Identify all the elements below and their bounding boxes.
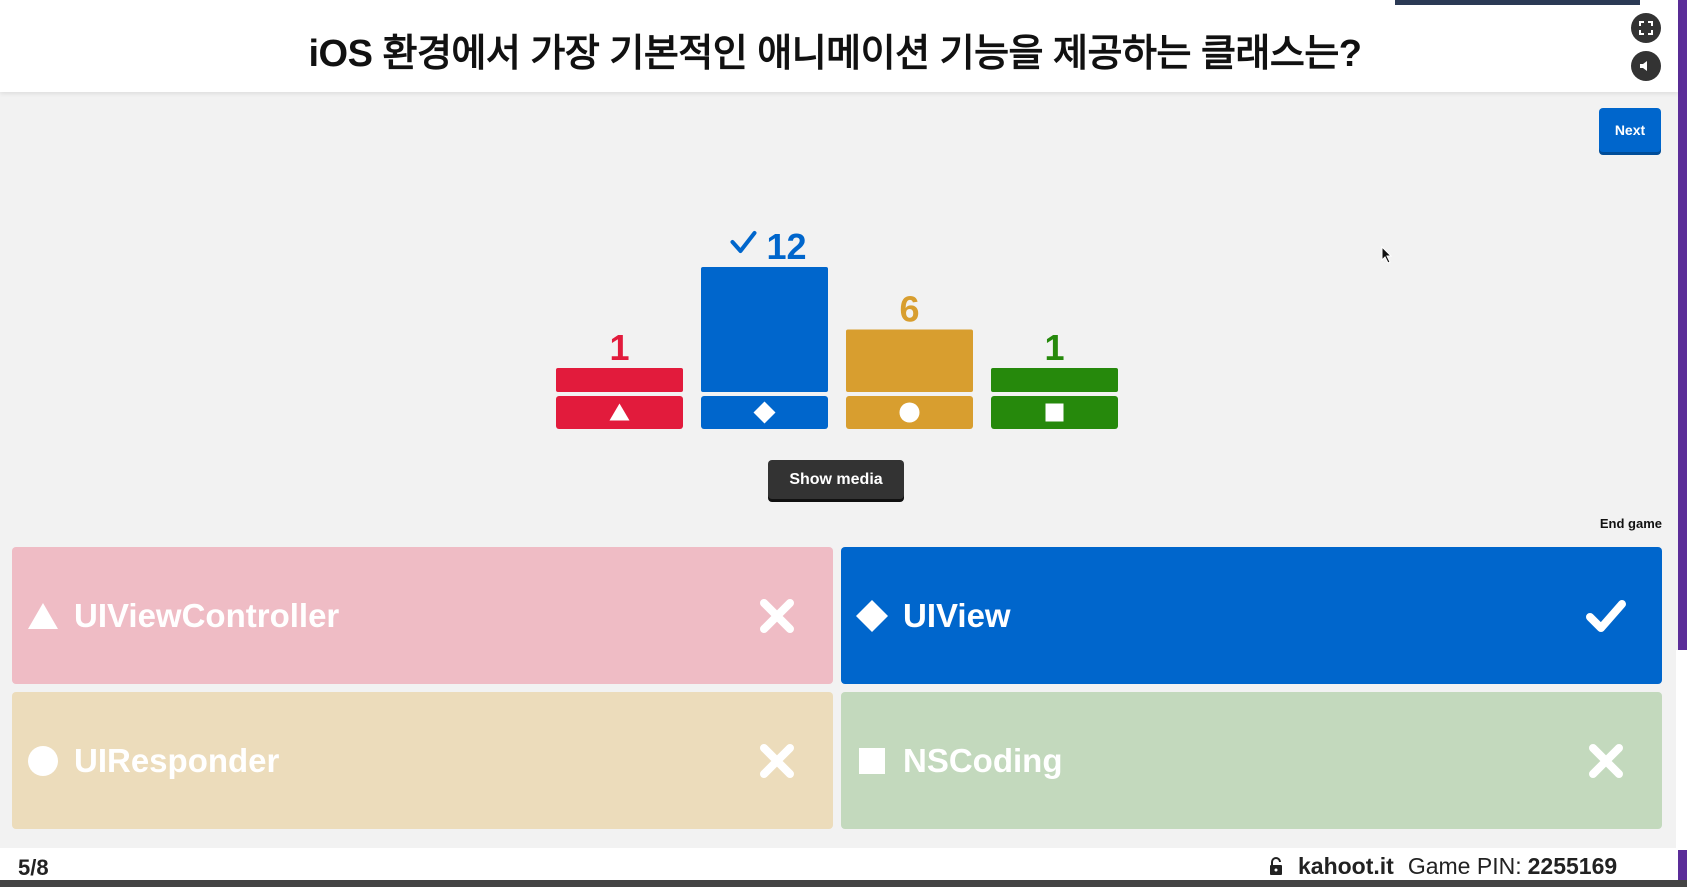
end-game-button[interactable]: End game [1599, 516, 1662, 531]
square-icon [1045, 403, 1064, 422]
incorrect-icon [760, 743, 794, 778]
top-bar-line [1395, 0, 1640, 5]
result-count-label: 1 [1044, 327, 1064, 368]
footer-bar [0, 848, 1678, 882]
incorrect-icon [1589, 743, 1623, 778]
answer-label: UIViewController [74, 596, 340, 634]
answer-card-square: NSCoding [841, 692, 1662, 829]
result-count-label: 12 [766, 226, 806, 267]
result-bar-square [991, 368, 1118, 392]
diamond-icon [753, 401, 776, 424]
fullscreen-button[interactable] [1631, 13, 1661, 43]
kahoot-domain: kahoot.it [1298, 852, 1394, 879]
circle-icon [26, 744, 60, 778]
answer-results-chart: 1 12 6 1 [556, 226, 1118, 429]
game-pin-value: 2255169 [1527, 852, 1618, 879]
result-bar-triangle [556, 368, 683, 392]
answer-label: UIResponder [74, 741, 280, 779]
triangle-icon [609, 403, 630, 421]
footer-edge [0, 880, 1687, 887]
mouse-cursor-icon [1381, 246, 1393, 264]
answer-label: NSCoding [903, 741, 1063, 779]
answer-card-triangle: UIViewController [12, 547, 833, 684]
result-count-label: 1 [609, 327, 629, 368]
show-media-button[interactable]: Show media [768, 460, 904, 499]
window-edge [1678, 0, 1687, 887]
incorrect-icon [760, 598, 794, 633]
question-title: iOS 환경에서 가장 기본적인 애니메이션 기능을 제공하는 클래스는? [308, 33, 1362, 75]
diamond-icon [855, 599, 889, 633]
answer-label: UIView [903, 596, 1011, 634]
game-pin-label: Game PIN: [1407, 852, 1522, 879]
triangle-icon [26, 599, 60, 633]
correct-check-icon [730, 231, 757, 253]
result-bar-circle [846, 329, 973, 392]
square-icon [855, 744, 889, 778]
game-pin-area: kahoot.it Game PIN: 2255169 [1268, 853, 1617, 879]
result-bar-diamond [701, 267, 828, 392]
correct-check-icon [1586, 599, 1626, 632]
sound-button[interactable] [1631, 51, 1661, 81]
circle-icon [899, 402, 920, 423]
question-header: iOS 환경에서 가장 기본적인 애니메이션 기능을 제공하는 클래스는? [0, 0, 1678, 92]
sound-icon [1640, 61, 1647, 71]
question-counter: 5/8 [18, 855, 49, 880]
window-edge-panel [1676, 650, 1687, 850]
fullscreen-icon [1639, 21, 1653, 35]
next-button[interactable]: Next [1599, 108, 1661, 152]
lock-icon [1270, 857, 1282, 875]
answer-card-circle: UIResponder [12, 692, 833, 829]
answer-card-diamond: UIView [841, 547, 1662, 684]
result-count-label: 6 [899, 289, 919, 330]
